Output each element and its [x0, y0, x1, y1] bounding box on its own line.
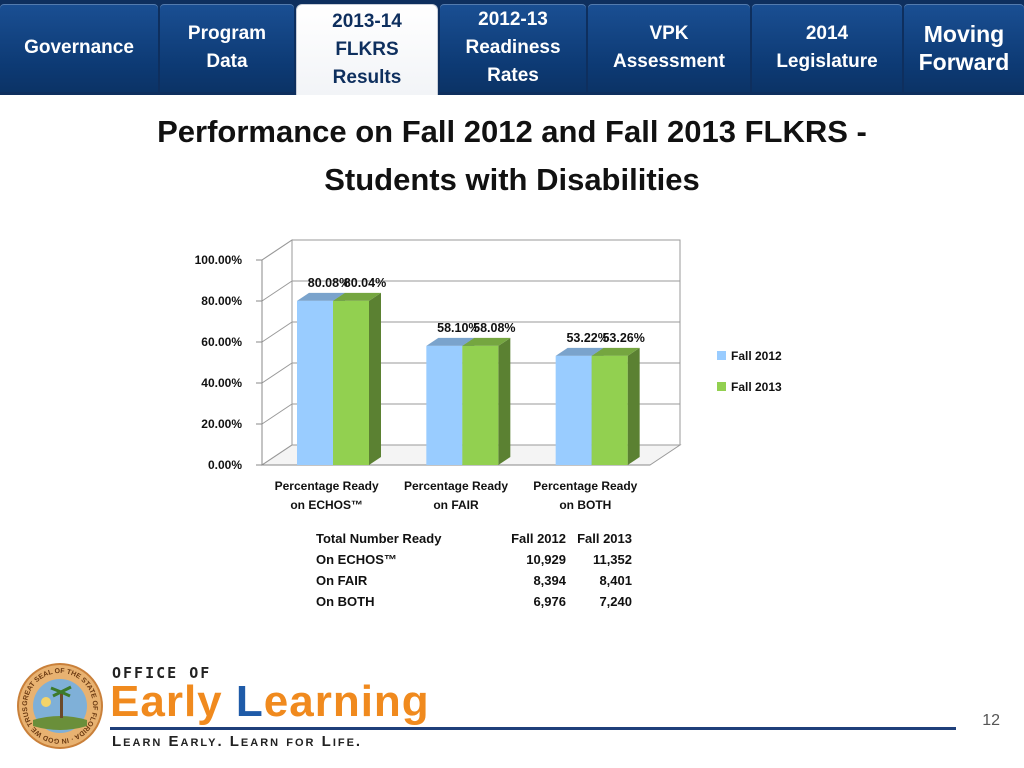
bar — [462, 337, 511, 465]
gridline — [261, 403, 680, 425]
y-tick-label: 60.00% — [201, 335, 242, 349]
table-header-cell: Fall 2013 — [577, 531, 632, 546]
bar-side — [369, 292, 381, 465]
tab-flkrs-results[interactable]: 2013-14 FLKRS Results — [296, 4, 438, 95]
table-cell: 6,976 — [533, 594, 566, 609]
logo-office-of: OFFICE OF — [112, 664, 212, 682]
legend-label: Fall 2012 — [731, 349, 782, 363]
gridline — [261, 362, 680, 384]
tab-program-data[interactable]: Program Data — [160, 4, 294, 92]
top-navigation: Governance Program Data 2013-14 FLKRS Re… — [0, 0, 1024, 95]
logo-word-earning: earning — [263, 677, 430, 726]
tab-label: 2014 Legislature — [776, 23, 878, 72]
data-label: 58.08% — [473, 321, 515, 335]
page-number: 12 — [982, 712, 1000, 729]
tab-moving-forward[interactable]: Moving Forward — [904, 4, 1024, 92]
tab-label: 2013-14 FLKRS Results — [332, 11, 402, 88]
tab-label: Governance — [24, 37, 134, 58]
y-tick-label: 100.00% — [195, 253, 243, 267]
data-label: 53.22% — [566, 331, 608, 345]
table-cell: On ECHOS™ — [316, 552, 397, 567]
gridline — [261, 444, 680, 466]
tab-label: Moving Forward — [918, 21, 1010, 75]
bar-front — [555, 355, 592, 465]
bar-top — [555, 347, 604, 356]
legend-swatch — [717, 382, 726, 391]
data-label: 80.04% — [344, 276, 386, 290]
table-cell: 8,401 — [599, 573, 632, 588]
y-tick-label: 0.00% — [208, 458, 242, 472]
bar-top — [333, 292, 381, 301]
totals-table: Total Number Ready Fall 2012 Fall 2013 O… — [316, 528, 632, 612]
bar — [591, 347, 640, 465]
bar — [333, 292, 381, 465]
gridline — [261, 280, 680, 302]
tab-label: VPK Assessment — [613, 23, 725, 72]
y-tick-label: 40.00% — [201, 376, 242, 390]
table-row: On ECHOS™ 10,929 11,352 — [316, 549, 632, 570]
tab-2014-legislature[interactable]: 2014 Legislature — [752, 4, 902, 92]
table-cell: On BOTH — [316, 594, 375, 609]
chart-side-wall — [261, 239, 293, 466]
x-tick-label: Percentage Ready on FAIR — [404, 479, 508, 512]
logo-letter-l: L — [235, 677, 264, 726]
table-cell: 10,929 — [526, 552, 566, 567]
bar-top — [426, 337, 475, 346]
bar-front — [591, 355, 628, 465]
bar-top — [591, 347, 640, 356]
table-cell: 8,394 — [533, 573, 566, 588]
slide-title: Performance on Fall 2012 and Fall 2013 F… — [157, 114, 867, 197]
footer-divider — [110, 727, 956, 730]
data-labels: 80.08%80.04% 58.10%58.08% 53.22%53.26% — [308, 276, 645, 345]
tab-readiness-rates[interactable]: 2012-13 Readiness Rates — [440, 4, 586, 92]
table-cell: 11,352 — [592, 552, 632, 567]
bar-front — [333, 300, 369, 465]
x-axis-ticks: Percentage Ready on ECHOS™ Percentage Read… — [275, 479, 638, 512]
logo-word-early: Early — [110, 677, 236, 726]
chart-gridlines — [256, 239, 680, 466]
chart-bars — [297, 292, 640, 465]
bar-front — [426, 345, 463, 465]
state-seal-icon: GREAT SEAL OF THE STATE OF FLORIDA · IN … — [16, 662, 103, 749]
legend-label: Fall 2013 — [731, 380, 782, 394]
logo-early-learning: Early Learning — [110, 676, 430, 728]
tab-governance[interactable]: Governance — [0, 4, 158, 92]
x-tick-label: Percentage Ready on BOTH — [533, 479, 637, 512]
table-cell: On FAIR — [316, 573, 368, 588]
table-header-cell: Fall 2012 — [511, 531, 566, 546]
table-header-cell: Total Number Ready — [316, 531, 442, 546]
bar-side — [627, 347, 640, 465]
tab-label: 2012-13 Readiness Rates — [465, 9, 561, 86]
table-header-row: Total Number Ready Fall 2012 Fall 2013 — [316, 528, 632, 549]
legend: Fall 2012 Fall 2013 — [717, 349, 782, 394]
bar-top — [297, 292, 345, 301]
data-label: 80.08% — [308, 276, 350, 290]
gridline — [261, 239, 680, 261]
legend-swatch — [717, 351, 726, 360]
table-row: On FAIR 8,394 8,401 — [316, 570, 632, 591]
y-tick-label: 80.00% — [201, 294, 242, 308]
gridline — [261, 321, 680, 343]
bar-top — [462, 337, 511, 346]
bar-side — [498, 337, 511, 465]
table-row: On BOTH 6,976 7,240 — [316, 591, 632, 612]
x-tick-label: Percentage Ready on ECHOS™ — [275, 479, 379, 512]
y-tick-label: 20.00% — [201, 417, 242, 431]
table-cell: 7,240 — [599, 594, 632, 609]
tab-vpk-assessment[interactable]: VPK Assessment — [588, 4, 750, 92]
bar-front — [297, 300, 333, 465]
tab-label: Program Data — [187, 23, 267, 72]
logo-tagline: Learn Early. Learn for Life. — [112, 733, 363, 750]
y-axis-ticks: 0.00% 20.00% 40.00% 60.00% 80.00% 100.00% — [195, 253, 243, 472]
data-label: 53.26% — [602, 331, 644, 345]
bar-front — [462, 345, 499, 465]
data-label: 58.10% — [437, 321, 479, 335]
